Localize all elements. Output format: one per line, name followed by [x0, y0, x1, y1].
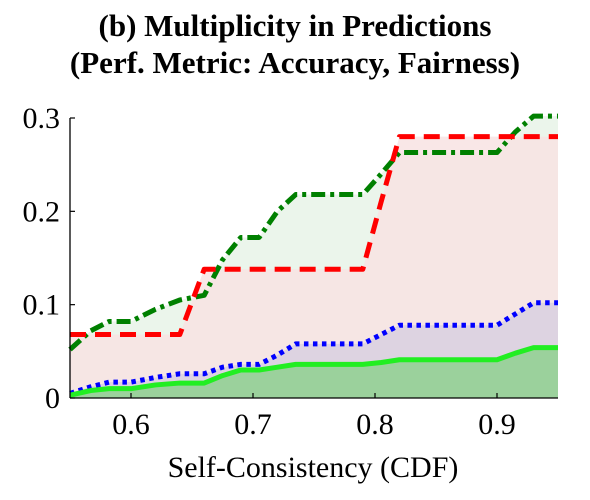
series-line-2	[69, 300, 558, 396]
x-axis-label: Self-Consistency (CDF)	[168, 451, 459, 484]
x-tick-label: 0.9	[478, 408, 516, 441]
chart-title-line-1: (b) Multiplicity in Predictions	[98, 8, 492, 43]
ticks: 0 0.1 0.2 0.3 0.6 0.7 0.8 0.9	[23, 102, 516, 441]
x-tick-label: 0.8	[356, 408, 394, 441]
y-tick-label: 0.1	[23, 289, 61, 322]
y-tick-label: 0.2	[23, 195, 61, 228]
series-line-0	[68, 113, 558, 352]
x-tick-label: 0.6	[112, 408, 150, 441]
area-fills	[70, 116, 558, 398]
chart-title-line-2: (Perf. Metric: Accuracy, Fairness)	[69, 45, 521, 80]
y-tick-label: 0.3	[23, 102, 61, 135]
series-line-3	[69, 345, 558, 398]
series-lines	[68, 113, 558, 398]
y-tick-label: 0	[45, 382, 60, 415]
x-tick-label: 0.7	[234, 408, 272, 441]
series-line-1	[70, 134, 558, 338]
axes	[69, 118, 558, 399]
